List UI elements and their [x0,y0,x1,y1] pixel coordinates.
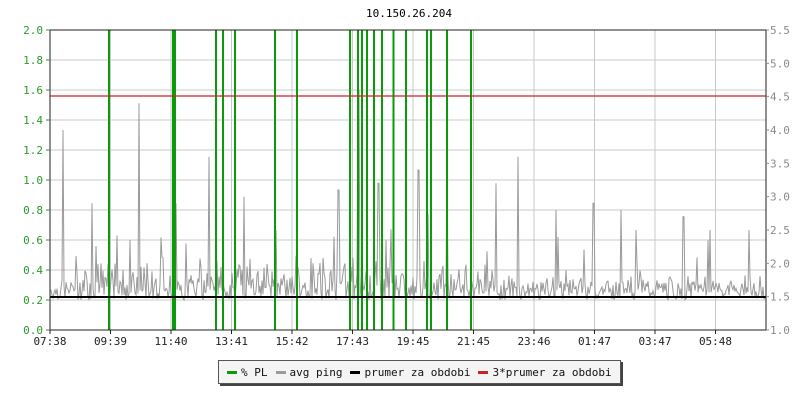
x-tick-label: 11:40 [154,335,187,348]
y-right-tick-label: 5.5 [770,24,790,37]
legend-label: 3*prumer za obdobi [492,365,612,379]
y-right-tick-label: 2.5 [770,224,790,237]
y-left-tick-label: 1.0 [23,174,43,187]
legend-swatch [275,370,286,374]
y-axis-right: 1.0 1.5 2.0 2.5 3.0 3.5 4.0 4.5 5.0 5.5 [766,24,790,337]
y-right-tick-label: 5.0 [770,57,790,70]
x-tick-label: 15:42 [275,335,308,348]
legend-label: prumer za obdobi [364,365,471,379]
x-tick-label: 05:48 [699,335,732,348]
y-right-tick-label: 1.0 [770,324,790,337]
legend-item: avg ping [275,365,343,379]
y-axis-left: 0.0 0.2 0.4 0.6 0.8 1.0 1.2 1.4 1.6 1.8 2.0 [23,24,50,337]
x-tick-label: 13:41 [215,335,248,348]
y-left-tick-label: 0.4 [23,264,43,277]
avg-ping-line [50,89,766,302]
legend-label: % PL [241,365,268,379]
y-right-tick-label: 4.0 [770,124,790,137]
y-right-tick-label: 4.5 [770,91,790,104]
y-right-tick-label: 2.0 [770,257,790,270]
y-left-tick-label: 1.8 [23,54,43,67]
y-left-tick-label: 2.0 [23,24,43,37]
x-tick-label: 01:47 [578,335,611,348]
x-tick-label: 17:43 [336,335,369,348]
legend-item: 3*prumer za obdobi [478,365,612,379]
pl-series [108,30,472,330]
legend-label: avg ping [289,365,343,379]
x-tick-label: 19:45 [396,335,429,348]
y-left-tick-label: 1.2 [23,144,43,157]
legend-item: % PL [227,366,268,379]
x-axis: 07:38 09:39 11:40 13:41 15:42 17:43 19:45 21:45… [33,330,732,348]
legend: % PL avg ping prumer za obdobi 3*prumer za … [218,360,621,384]
legend-swatch [227,370,237,374]
chart-title: 10.150.26.204 [366,7,452,20]
legend-swatch [478,370,489,374]
y-left-tick-label: 1.4 [23,114,43,127]
x-tick-label: 03:47 [638,335,671,348]
average-lines [50,95,766,298]
y-left-tick-label: 0.2 [23,294,43,307]
y-left-tick-label: 0.0 [23,324,43,337]
y-right-tick-label: 3.0 [770,191,790,204]
y-right-tick-label: 3.5 [770,157,790,170]
legend-item: prumer za obdobi [350,366,470,379]
y-left-tick-label: 0.6 [23,234,43,247]
legend-swatch [350,370,361,374]
y-right-tick-label: 1.5 [770,291,790,304]
y-left-tick-label: 1.6 [23,84,43,97]
avg-ping-series [50,89,766,302]
x-tick-label: 09:39 [94,335,127,348]
y-left-tick-label: 0.8 [23,204,43,217]
x-tick-label: 07:38 [33,335,66,348]
x-tick-label: 23:46 [517,335,550,348]
x-tick-label: 21:45 [457,335,490,348]
